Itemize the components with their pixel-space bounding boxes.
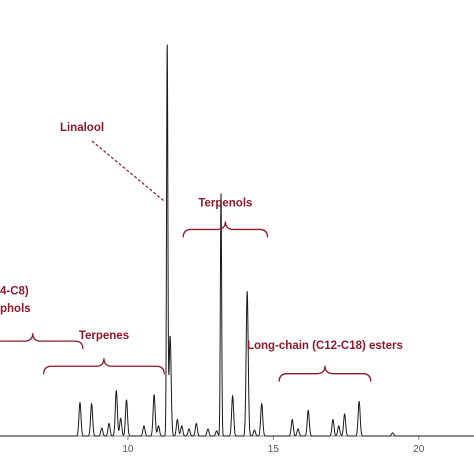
peak-point [261,403,262,404]
bracket-4 [0,333,84,350]
bracket-label-line-1: phols [0,303,31,315]
peak-point [181,425,182,426]
peak-point [167,43,168,44]
chromatogram-trace [0,44,474,437]
peak-point [116,390,117,391]
peak-point [120,418,121,419]
peak-point [143,425,144,426]
peak-point [207,428,208,429]
bracket-label-1: Terpenols [198,198,252,210]
peak-point [359,401,360,402]
bracket-1 [182,221,269,238]
peak-point [126,399,127,400]
linalool-label: Linalool [60,122,104,134]
peak-point [216,430,217,431]
peak-point [232,395,233,396]
x-tick-label: 15 [268,444,280,455]
bracket-label-2: Terpenes [79,330,129,342]
peak-point [170,335,171,336]
peak-point [247,291,248,292]
peak-point [254,430,255,431]
x-tick-label: 10 [122,444,134,455]
peak-point [158,425,159,426]
peak-point [91,403,92,404]
x-tick-label: 20 [413,444,425,455]
peak-point [292,419,293,420]
peak-point [297,428,298,429]
peak-point [154,394,155,395]
peak-point [188,428,189,429]
peak-point [196,423,197,424]
bracket-3 [278,365,372,382]
peak-point [101,428,102,429]
bracket-label-line-0: 4-C8) [0,285,29,297]
peak-point [308,410,309,411]
linalool-leader-line [91,140,166,203]
peak-point [220,193,221,194]
peak-point [344,413,345,414]
peak-point [338,425,339,426]
peak-point [79,402,80,403]
peak-point [332,419,333,420]
peak-point [108,423,109,424]
bracket-2 [42,358,165,375]
bracket-label-3: Long-chain (C12-C18) esters [247,340,403,352]
peak-point [392,432,393,433]
peak-point [177,419,178,420]
